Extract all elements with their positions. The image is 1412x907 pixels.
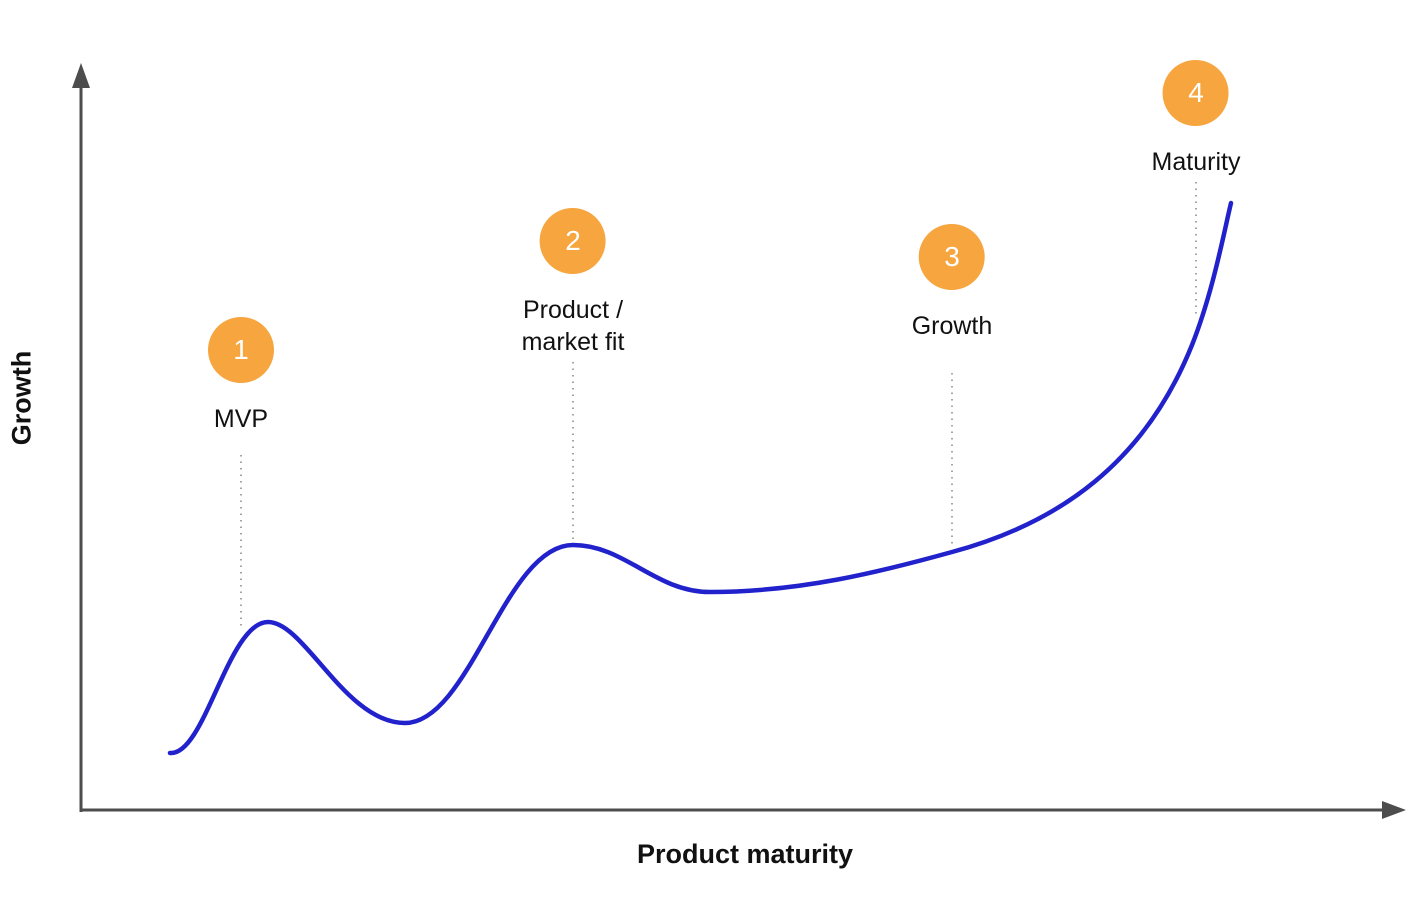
milestone-1-badge: 1 bbox=[208, 317, 274, 383]
growth-curve-line bbox=[167, 200, 1234, 756]
milestone-4-badge: 4 bbox=[1163, 60, 1229, 126]
milestone-1-label: MVP bbox=[213, 405, 269, 433]
milestone-3-badge: 3 bbox=[919, 224, 985, 290]
x-axis-arrowhead-icon bbox=[1382, 801, 1406, 819]
milestone-4-label: Maturity bbox=[1151, 148, 1241, 176]
milestone-1-mvp: 1 MVP bbox=[208, 317, 274, 436]
milestone-2-badge: 2 bbox=[539, 208, 606, 274]
milestone-3-growth: 3 Growth bbox=[911, 224, 993, 343]
y-axis-label: Growth bbox=[6, 350, 37, 446]
milestone-2-label: Product / market fit bbox=[521, 296, 625, 356]
milestone-4-maturity: 4 Maturity bbox=[1151, 60, 1241, 179]
milestone-2-product-market-fit: 2 Product / market fit bbox=[521, 208, 625, 358]
milestone-3-label: Growth bbox=[911, 312, 993, 340]
x-axis-label: Product maturity bbox=[636, 839, 854, 869]
y-axis-arrowhead-icon bbox=[72, 63, 90, 88]
